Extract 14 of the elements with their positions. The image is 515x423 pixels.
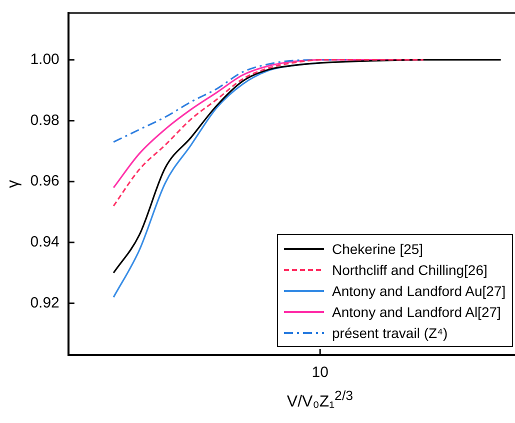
x-tick-label: 10: [312, 364, 328, 382]
x-axis-title: V/V₀Z₁$^{2/3}$: [286, 388, 354, 412]
y-tick-label: 0.92: [30, 294, 60, 312]
legend-label: Chekerine [25]: [332, 240, 424, 256]
y-tick-label: 0.94: [30, 234, 60, 251]
legend-label: Northcliff and Chilling[26]: [332, 262, 488, 278]
legend-label: Antony and Landford Au[27]: [332, 282, 506, 298]
y-axis-title: γ: [5, 180, 22, 188]
y-tick-label: 0.96: [30, 172, 60, 190]
y-tick-label: 0.98: [30, 112, 60, 129]
line-series: [112, 59, 347, 143]
legend-label: Antony and Landford Al[27]: [332, 304, 501, 320]
legend-label: présent travail (Z⁴): [332, 324, 448, 340]
y-tick-label: 1.00: [30, 51, 60, 68]
